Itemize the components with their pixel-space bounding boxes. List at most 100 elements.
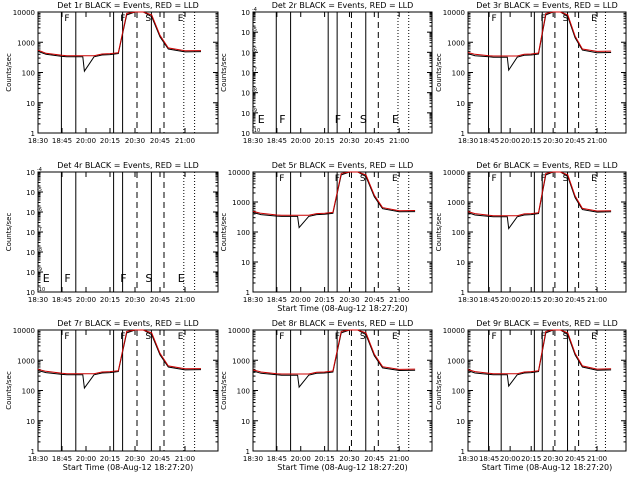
y-tick-label: 1000 [17,39,35,47]
y-tick-exponent: -4 [252,7,257,13]
y-tick-label: 100 [237,229,250,237]
marker-letter: S [563,332,569,342]
marker-letter: S [145,272,152,285]
x-tick-label: 20:30 [339,455,359,463]
marker-letter: E [178,332,184,342]
y-axis-label: Counts/sec [435,371,443,410]
x-tick-label: 20:30 [543,137,563,145]
x-tick-label: 18:30 [243,455,263,463]
marker-letter: F [279,113,285,126]
marker-letter: F [541,14,546,24]
y-tick-label: 10 [241,29,250,37]
x-tick-label: 20:45 [565,137,585,145]
x-tick-label: 21:00 [389,296,409,304]
x-tick-label: 20:45 [364,296,384,304]
x-tick-label: 18:30 [458,137,478,145]
panel-title: Det 9r BLACK = Events, RED = LLD [476,319,618,328]
plot-frame [467,171,627,293]
panel-title: Det 4r BLACK = Events, RED = LLD [57,161,199,170]
y-tick-label: 1000 [232,199,250,207]
x-tick-label: 20:00 [291,455,311,463]
x-tick-label: 20:45 [150,455,170,463]
marker-letter: S [360,113,367,126]
marker-letter: F [64,14,69,24]
x-tick-label: 21:00 [587,455,607,463]
y-axis-label: Counts/sec [220,371,228,410]
y-tick-label: 10 [241,70,250,78]
y-tick-label: 1 [246,289,250,297]
series-line-lld [252,329,416,375]
panel-det-1: Det 1r BLACK = Events, RED = LLD Counts/s… [5,1,219,145]
y-axis-label: Counts/sec [435,53,443,92]
y-tick-label: 1 [461,448,465,456]
plot-frame [37,11,219,134]
marker-letter: F [335,113,341,126]
x-tick-label: 20:45 [150,296,170,304]
y-tick-label: 10000 [443,9,465,17]
y-tick-label: 10 [241,9,250,17]
x-tick-label: 18:45 [479,455,499,463]
y-tick-label: 10 [456,100,465,108]
y-tick-label: 100 [22,388,35,396]
marker-letter: F [335,174,340,184]
y-tick-label: 10000 [443,327,465,335]
marker-letter: F [335,332,340,342]
y-tick-label: 1000 [232,357,250,365]
marker-letter: F [120,272,126,285]
y-tick-exponent: -5 [37,187,42,193]
y-tick-exponent: -9 [252,108,257,114]
x-tick-label: 20:30 [125,296,145,304]
panel-det-9: Det 9r BLACK = Events, RED = LLD Counts/s… [435,319,627,472]
y-tick-label: 1 [31,130,35,138]
y-tick-label: 10 [456,418,465,426]
x-tick-label: 18:45 [52,296,72,304]
x-tick-label: 20:00 [76,137,96,145]
x-tick-label: 20:15 [521,455,541,463]
x-tick-label: 20:45 [565,296,585,304]
y-tick-label: 10 [26,418,35,426]
y-tick-label: 1 [246,448,250,456]
y-axis-label: Counts/sec [5,213,13,252]
y-tick-label: 1000 [447,357,465,365]
plot-frame [37,329,219,452]
y-tick-label: 10 [241,90,250,98]
marker-letter: E [591,332,597,342]
y-tick-label: 10000 [228,169,250,177]
x-axis-label: Start Time (08-Aug-12 18:27:20) [482,463,613,472]
y-tick-exponent: -8 [37,247,42,253]
x-tick-label: 20:15 [315,455,335,463]
series-line-events [467,171,612,230]
series-line-events [467,329,612,388]
x-tick-label: 20:45 [150,137,170,145]
panel-title: Det 3r BLACK = Events, RED = LLD [476,1,618,10]
x-tick-label: 18:45 [267,137,287,145]
y-tick-label: 10 [26,249,35,257]
panel-det-6: Det 6r BLACK = Events, RED = LLD Counts/s… [435,161,627,304]
marker-letter: F [279,174,284,184]
y-tick-label: 10 [241,130,250,138]
x-tick-label: 20:30 [339,137,359,145]
y-tick-exponent: -6 [37,207,42,213]
plot-frame [467,11,627,134]
y-tick-exponent: -10 [252,128,260,134]
series-line-lld [467,171,612,217]
x-tick-label: 20:15 [521,296,541,304]
x-tick-label: 20:15 [100,296,120,304]
y-tick-label: 10 [26,189,35,197]
x-tick-label: 21:00 [175,455,195,463]
y-tick-label: 100 [22,70,35,78]
x-axis-label: Start Time (08-Aug-12 18:27:20) [277,463,408,472]
y-tick-label: 10 [26,289,35,297]
x-tick-label: 18:30 [28,137,48,145]
x-tick-label: 20:15 [315,137,335,145]
y-tick-label: 100 [452,388,465,396]
panel-title: Det 2r BLACK = Events, RED = LLD [272,1,414,10]
y-tick-label: 10000 [13,9,35,17]
series-line-lld [252,171,416,216]
x-tick-label: 18:45 [267,296,287,304]
x-tick-label: 20:00 [500,137,520,145]
x-tick-label: 20:30 [543,296,563,304]
marker-letter: S [145,332,151,342]
y-tick-exponent: -8 [252,88,257,94]
marker-letter: E [591,14,597,24]
